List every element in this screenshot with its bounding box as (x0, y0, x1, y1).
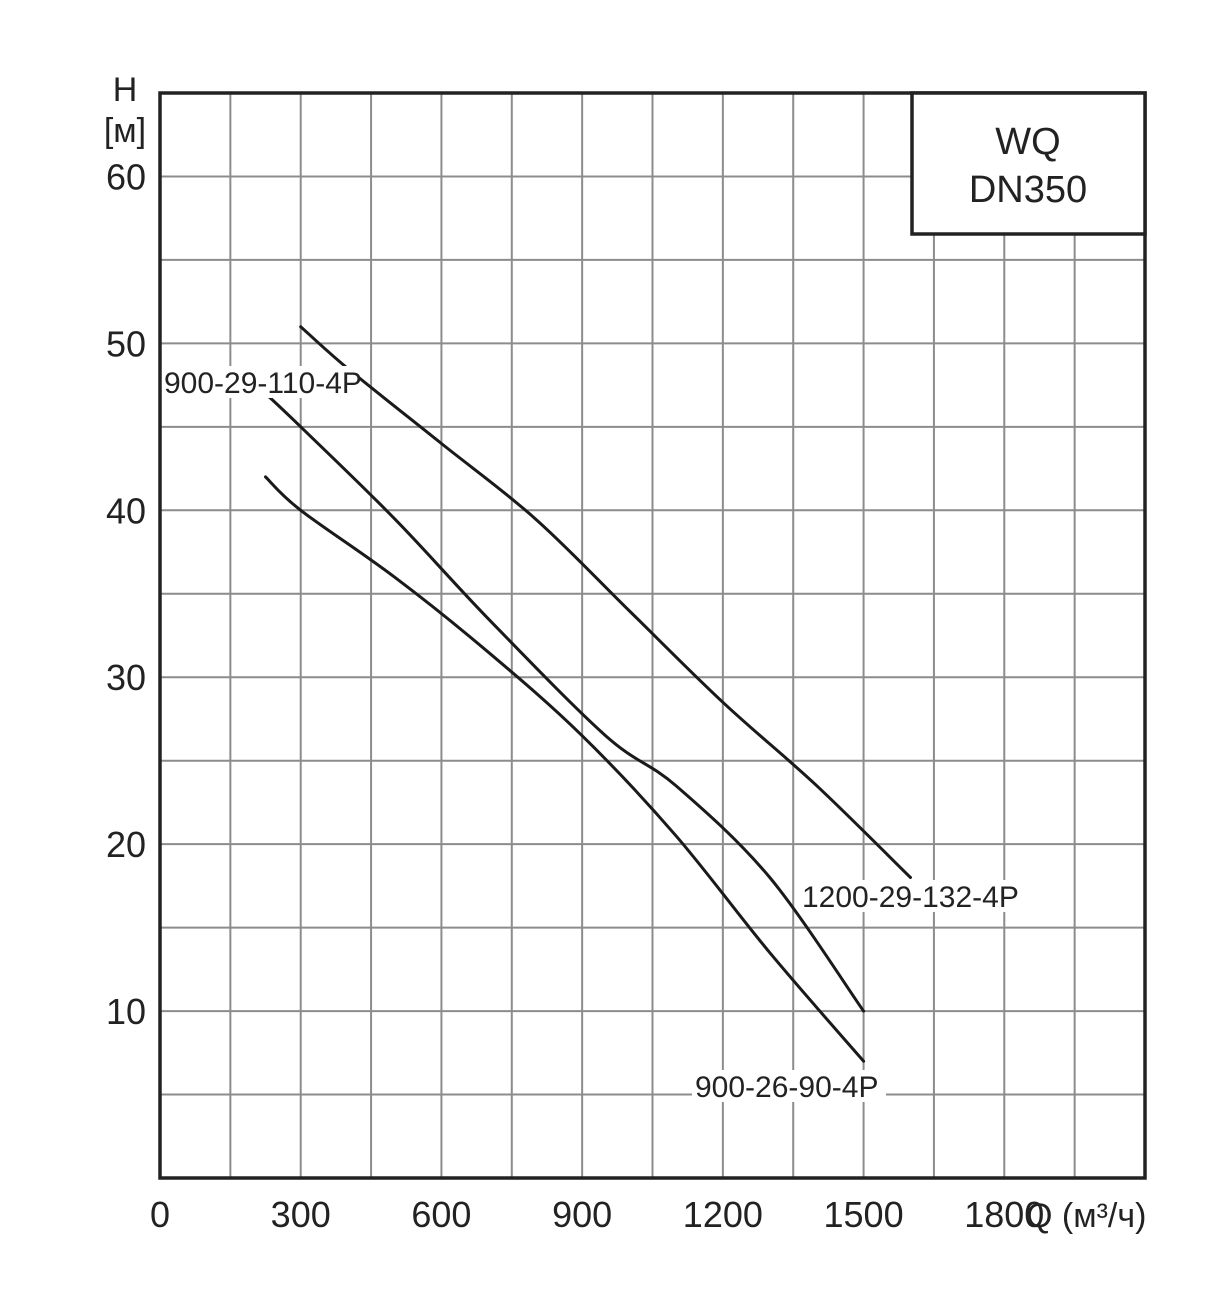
series-line-900-26-90-4p (264, 475, 866, 1063)
x-axis-title: Q (м³/ч) (1026, 1197, 1146, 1235)
x-tick-labels: 0 300 600 900 1200 1500 1800 (150, 1194, 1044, 1235)
series-label-900-29-110-4p: 900-29-110-4P (164, 367, 362, 400)
y-tick-label: 30 (106, 657, 146, 698)
label-bg-900-26-90 (692, 1070, 886, 1102)
y-tick-label: 20 (106, 824, 146, 865)
y-tick-label: 40 (106, 490, 146, 531)
y-axis-title-symbol: H (113, 71, 138, 109)
label-bg-900-29-110 (164, 366, 360, 398)
x-tick-label: 900 (552, 1194, 612, 1235)
series-line-900-29-110-4p (264, 392, 866, 1013)
series-curves (264, 325, 912, 1063)
model-title-line2: DN350 (969, 169, 1087, 211)
model-title-box (910, 91, 1147, 236)
series-label-900-26-90-4p: 900-26-90-4P (695, 1071, 878, 1104)
y-tick-label: 10 (106, 991, 146, 1032)
series-line-1200-29-132-4p (299, 325, 912, 879)
grid-lines (160, 93, 1145, 1178)
x-tick-label: 0 (150, 1194, 170, 1235)
series-label-1200-29-132-4p: 1200-29-132-4P (802, 881, 1019, 914)
y-tick-labels: 10 20 30 40 50 60 (106, 156, 146, 1032)
x-tick-label: 1200 (683, 1194, 763, 1235)
label-bg-1200-29-132 (800, 880, 1024, 912)
y-tick-label: 60 (106, 156, 146, 197)
y-tick-label: 50 (106, 323, 146, 364)
y-axis-title-unit: [м] (104, 112, 146, 150)
x-tick-label: 300 (271, 1194, 331, 1235)
x-tick-label: 1800 (964, 1194, 1044, 1235)
x-tick-label: 600 (411, 1194, 471, 1235)
model-title-line1: WQ (995, 121, 1060, 163)
plot-frame (158, 91, 1147, 1180)
x-tick-label: 1500 (824, 1194, 904, 1235)
